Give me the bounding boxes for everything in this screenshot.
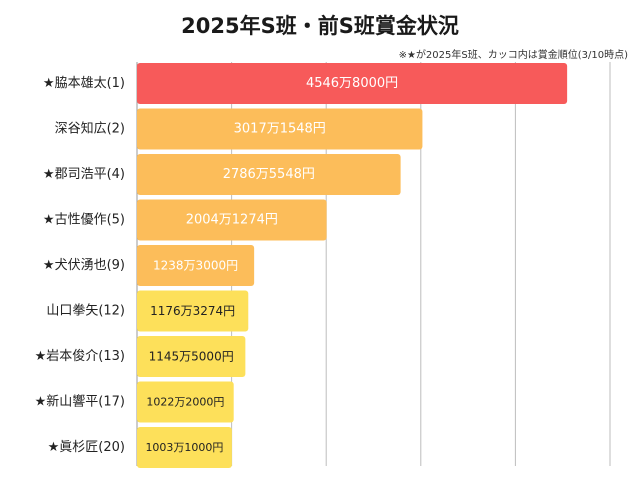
category-label: ★新山響平(17) (35, 394, 125, 410)
category-label: ★脇本雄太(1) (43, 76, 125, 91)
data-label: 1022万2000円 (146, 396, 224, 409)
chart-title: 2025年S班・前S班賞金状況 (181, 14, 459, 38)
bar (137, 199, 327, 241)
bar (137, 154, 401, 195)
data-label: 1145万5000円 (149, 350, 234, 364)
data-label: 1238万3000円 (153, 259, 238, 273)
data-label: 2004万1274円 (186, 213, 278, 228)
bar (137, 245, 255, 286)
category-label: ★古性優作(5) (43, 213, 125, 228)
bar (137, 427, 232, 468)
bar (137, 108, 423, 150)
category-label: 深谷知広(2) (55, 121, 125, 137)
chart-note: ※★が2025年S班、カッコ内は賞金順位(3/10時点) (398, 50, 628, 61)
bar (137, 290, 249, 332)
data-label: 3017万1548円 (234, 122, 326, 137)
category-label: ★犬伏湧也(9) (43, 257, 125, 273)
category-label: ★眞杉匠(20) (48, 440, 125, 455)
bar (137, 63, 568, 104)
data-label: 1003万1000円 (145, 441, 223, 454)
data-label: 1176万3274円 (150, 304, 235, 318)
data-label: 2786万5548円 (223, 167, 315, 182)
bar (137, 381, 234, 423)
category-label: ★岩本俊介(13) (35, 349, 125, 364)
data-label: 4546万8000円 (306, 76, 398, 91)
bar (137, 336, 246, 377)
category-label: 山口拳矢(12) (46, 303, 125, 319)
category-label: ★郡司浩平(4) (43, 167, 125, 182)
